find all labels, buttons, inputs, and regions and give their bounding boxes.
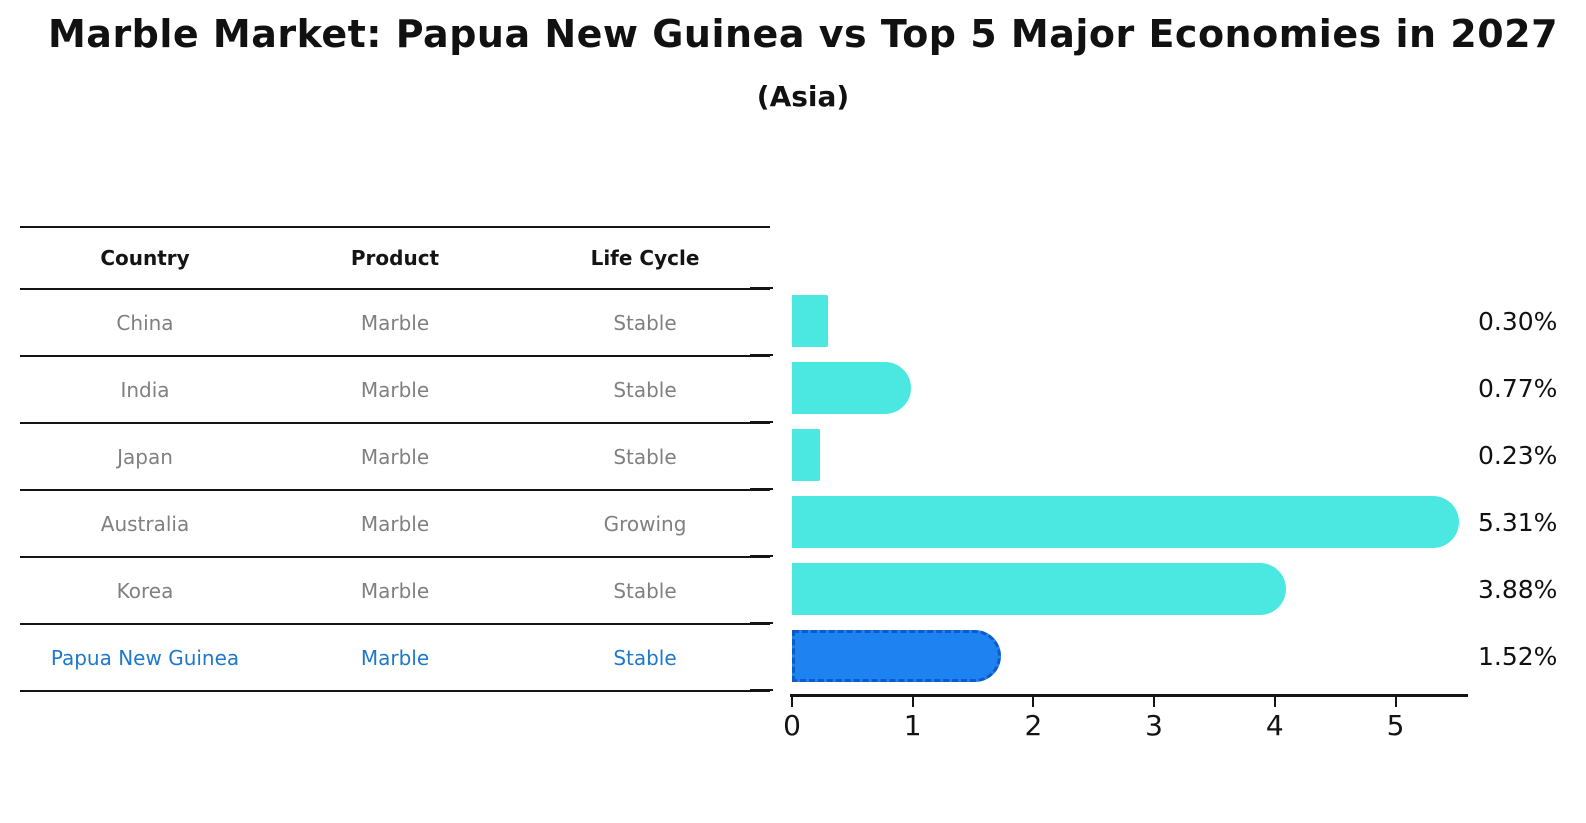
cell-country: China — [116, 310, 174, 335]
cell-life-cycle: Stable — [613, 310, 677, 335]
x-tick-2 — [1032, 697, 1035, 707]
value-label-india: 0.77% — [1478, 374, 1558, 403]
x-tick-3 — [1153, 697, 1156, 707]
value-label-australia: 5.31% — [1478, 508, 1558, 537]
y-tick — [750, 622, 773, 624]
table-row-australia: Australia Marble Growing — [20, 489, 770, 556]
cell-product: Marble — [360, 444, 430, 469]
cell-life-cycle: Stable — [613, 578, 677, 603]
cell-country: Korea — [116, 578, 174, 603]
table-row-korea: Korea Marble Stable — [20, 556, 770, 623]
x-tick-1 — [911, 697, 914, 707]
x-tick-label-2: 2 — [1024, 709, 1043, 742]
bar-india — [792, 362, 911, 414]
value-label-papua-new-guinea: 1.52% — [1478, 642, 1558, 671]
cell-product: Marble — [360, 511, 430, 536]
table-header-row: Country Product Life Cycle — [20, 226, 770, 288]
y-tick — [750, 488, 773, 490]
cell-country: Papua New Guinea — [50, 645, 240, 670]
cell-product: Marble — [360, 377, 430, 402]
country-table: Country Product Life Cycle China Marble Stab… — [20, 226, 770, 692]
cell-country: India — [120, 377, 170, 402]
cell-life-cycle: Stable — [613, 444, 677, 469]
bar-korea — [792, 563, 1286, 615]
y-tick — [750, 354, 773, 356]
x-tick-0 — [791, 697, 793, 707]
table-row-papua-new-guinea: Papua New Guinea Marble Stable — [20, 623, 770, 690]
chart-title: Marble Market: Papua New Guinea vs Top 5… — [47, 12, 1559, 56]
bar-australia — [792, 496, 1459, 548]
bar-china — [792, 295, 828, 347]
bar-japan — [792, 429, 820, 481]
y-tick — [750, 555, 773, 557]
cell-life-cycle: Growing — [603, 511, 687, 536]
table-row-china: China Marble Stable — [20, 288, 770, 355]
table-body: China Marble Stable India Marble Stable Japan M… — [20, 288, 770, 690]
x-tick-label-4: 4 — [1265, 709, 1284, 742]
cell-product: Marble — [360, 645, 430, 670]
cell-life-cycle: Stable — [613, 645, 677, 670]
chart-subtitle: (Asia) — [756, 80, 850, 113]
column-header-life-cycle: Life Cycle — [590, 246, 700, 270]
y-tick — [750, 689, 773, 691]
x-tick-label-3: 3 — [1145, 709, 1163, 742]
x-tick-4 — [1273, 697, 1276, 707]
column-header-country: Country — [100, 246, 190, 270]
x-tick-5 — [1394, 697, 1397, 707]
cell-product: Marble — [360, 310, 430, 335]
x-tick-label-5: 5 — [1386, 709, 1405, 742]
x-axis-line — [790, 694, 1468, 697]
x-tick-label-1: 1 — [903, 709, 922, 742]
x-tick-label-0: 0 — [783, 709, 801, 742]
value-label-china: 0.30% — [1478, 307, 1558, 336]
y-tick — [750, 421, 773, 423]
y-tick — [750, 287, 773, 289]
value-label-japan: 0.23% — [1478, 441, 1558, 470]
bar-papua-new-guinea — [792, 630, 1001, 682]
value-label-korea: 3.88% — [1478, 575, 1558, 604]
table-row-india: India Marble Stable — [20, 355, 770, 422]
cell-country: Japan — [117, 444, 173, 469]
cell-country: Australia — [100, 511, 190, 536]
table-row-japan: Japan Marble Stable — [20, 422, 770, 489]
column-header-product: Product — [350, 246, 440, 270]
cell-life-cycle: Stable — [613, 377, 677, 402]
cell-product: Marble — [360, 578, 430, 603]
